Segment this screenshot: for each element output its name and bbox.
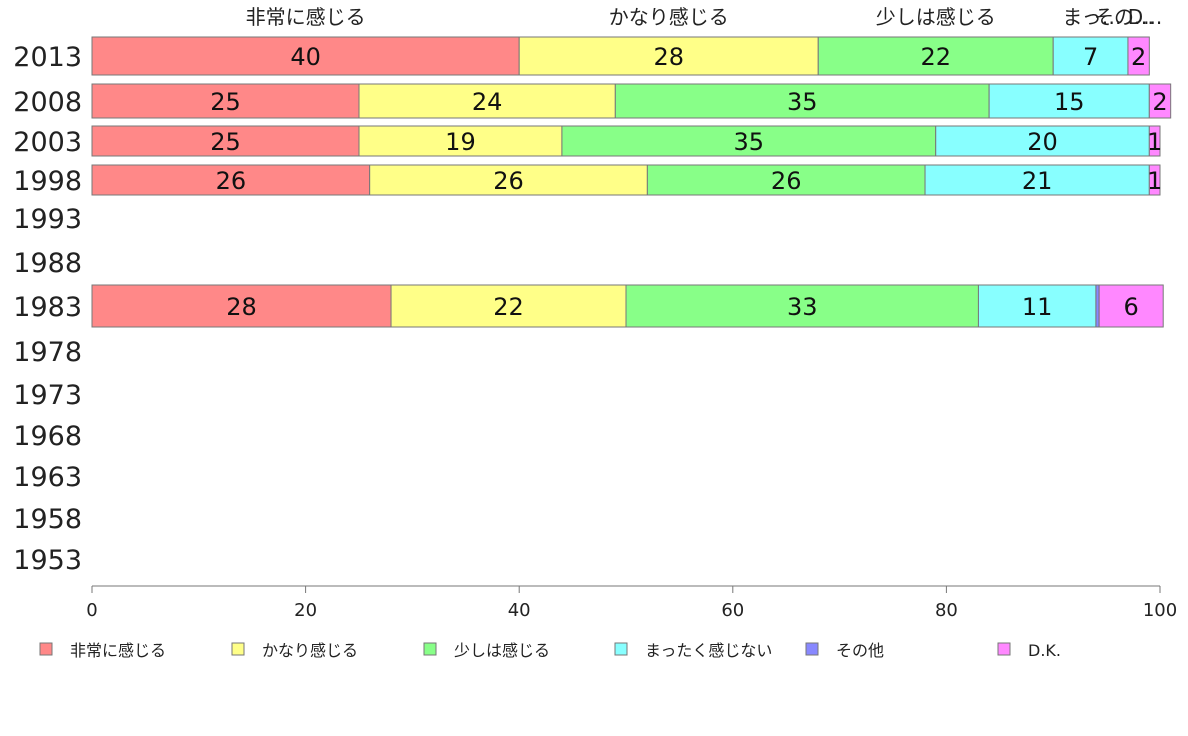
year-label-1998: 1998	[13, 166, 82, 197]
bar-value-label-2003-2: 35	[734, 128, 765, 156]
bar-segment-2003-0	[91, 125, 360, 157]
legend-swatch-4	[805, 642, 819, 656]
x-tick-label-40: 40	[508, 600, 531, 621]
bar-value-label-1983-0: 28	[226, 293, 257, 321]
bar-value-label-2003-0: 25	[210, 128, 241, 156]
year-label-1953: 1953	[13, 545, 82, 576]
x-tick-label-0: 0	[86, 600, 97, 621]
bar-value-label-2003-3: 20	[1027, 128, 1058, 156]
legend-label-3: まったく感じない	[645, 641, 772, 660]
year-label-1968: 1968	[13, 421, 82, 452]
bar-segment-1998-1	[369, 164, 648, 196]
legend-swatch-3	[614, 642, 628, 656]
bar-value-label-2003-1: 19	[445, 128, 476, 156]
bar-segment-2003-5	[1148, 125, 1161, 157]
bar-segment-1983-2	[625, 284, 979, 328]
year-label-2013: 2013	[13, 42, 82, 73]
year-label-1983: 1983	[13, 292, 82, 323]
bar-value-label-1983-2: 33	[787, 293, 818, 321]
bar-value-label-2013-1: 28	[653, 43, 684, 71]
bar-segment-2008-1	[358, 83, 616, 119]
x-tick-label-20: 20	[294, 600, 317, 621]
bar-value-label-2013-0: 40	[290, 43, 321, 71]
bar-segment-2008-5	[1148, 83, 1172, 119]
top-label-0: 非常に感じる	[246, 5, 366, 29]
x-tick-label-100: 100	[1143, 600, 1177, 621]
legend-label-2: 少しは感じる	[454, 641, 550, 660]
bar-segment-1983-3	[977, 284, 1097, 328]
bar-segment-2013-1	[518, 36, 819, 76]
bar-value-label-1998-1: 26	[493, 167, 524, 195]
bar-segment-1983-1	[390, 284, 627, 328]
bar-segment-1998-3	[924, 164, 1150, 196]
bar-value-label-2008-1: 24	[472, 88, 503, 116]
legend-swatch-2	[423, 642, 437, 656]
year-label-1973: 1973	[13, 380, 82, 411]
bar-value-label-1998-5: 1	[1147, 167, 1162, 195]
bar-segment-2003-1	[358, 125, 563, 157]
bar-value-label-1983-3: 11	[1022, 293, 1053, 321]
bar-value-label-2008-5: 2	[1152, 88, 1167, 116]
top-label-5: D...	[1128, 5, 1162, 29]
legend: 非常に感じる かなり感じる 少しは感じる まったく感じない その他 D.K.	[39, 641, 1061, 660]
top-label-1: かなり感じる	[609, 5, 729, 29]
bar-segment-1983-0	[91, 284, 392, 328]
bars-group: 40 28 22 7 2 25 24 35 15 2 25 19 35 20 1 26 26 26 21 1 28 22 3…	[91, 36, 1172, 328]
legend-label-5: D.K.	[1028, 641, 1061, 660]
top-label-4: その…	[1094, 5, 1154, 29]
legend-swatch-1	[231, 642, 245, 656]
bar-value-label-2008-0: 25	[210, 88, 241, 116]
bar-value-label-2013-2: 22	[920, 43, 951, 71]
year-label-1988: 1988	[13, 248, 82, 279]
bar-segment-1998-5	[1148, 164, 1161, 196]
legend-label-0: 非常に感じる	[70, 641, 166, 660]
bar-segment-2003-3	[935, 125, 1150, 157]
bar-segment-1998-2	[646, 164, 926, 196]
year-label-2003: 2003	[13, 127, 82, 158]
legend-swatch-0	[39, 642, 53, 656]
x-axis: 0 20 40 60 80 100	[86, 585, 1177, 621]
top-category-labels: 非常に感じる かなり感じる 少しは感じる まっ…その…D...	[246, 5, 1163, 29]
bar-segment-2003-2	[561, 125, 937, 157]
bar-value-label-2008-3: 15	[1054, 88, 1085, 116]
bar-value-label-1998-2: 26	[771, 167, 802, 195]
bar-segment-2013-2	[817, 36, 1054, 76]
bar-value-label-2013-5: 2	[1131, 43, 1146, 71]
bar-segment-2008-3	[988, 83, 1150, 119]
legend-swatch-5	[997, 642, 1011, 656]
bar-segment-2008-0	[91, 83, 360, 119]
bar-segment-1998-0	[91, 164, 371, 196]
top-label-3: まっ…	[1062, 5, 1121, 29]
bar-value-label-1998-3: 21	[1022, 167, 1053, 195]
bar-segment-1983-5	[1098, 284, 1164, 328]
bar-segment-2013-0	[91, 36, 520, 76]
year-label-2008: 2008	[13, 87, 82, 118]
year-label-1963: 1963	[13, 462, 82, 493]
bar-value-label-2003-5: 1	[1147, 128, 1162, 156]
x-tick-label-60: 60	[721, 600, 744, 621]
year-label-1978: 1978	[13, 337, 82, 368]
year-label-1993: 1993	[13, 204, 82, 235]
bar-value-label-2008-2: 35	[787, 88, 818, 116]
year-labels: 2013 2008 2003 1998 1993 1988 1983 1978 1973 1968…	[13, 42, 82, 576]
bar-value-label-1983-5: 6	[1124, 293, 1139, 321]
bar-segment-2013-5	[1127, 36, 1150, 76]
legend-label-1: かなり感じる	[262, 641, 358, 660]
bar-value-label-2013-3: 7	[1083, 43, 1098, 71]
bar-value-label-1998-0: 26	[216, 167, 247, 195]
bar-segment-2008-2	[614, 83, 990, 119]
bar-value-label-1983-1: 22	[493, 293, 524, 321]
x-tick-label-80: 80	[935, 600, 958, 621]
year-label-1958: 1958	[13, 504, 82, 535]
top-label-2: 少しは感じる	[876, 5, 996, 29]
legend-label-4: その他	[836, 641, 884, 660]
